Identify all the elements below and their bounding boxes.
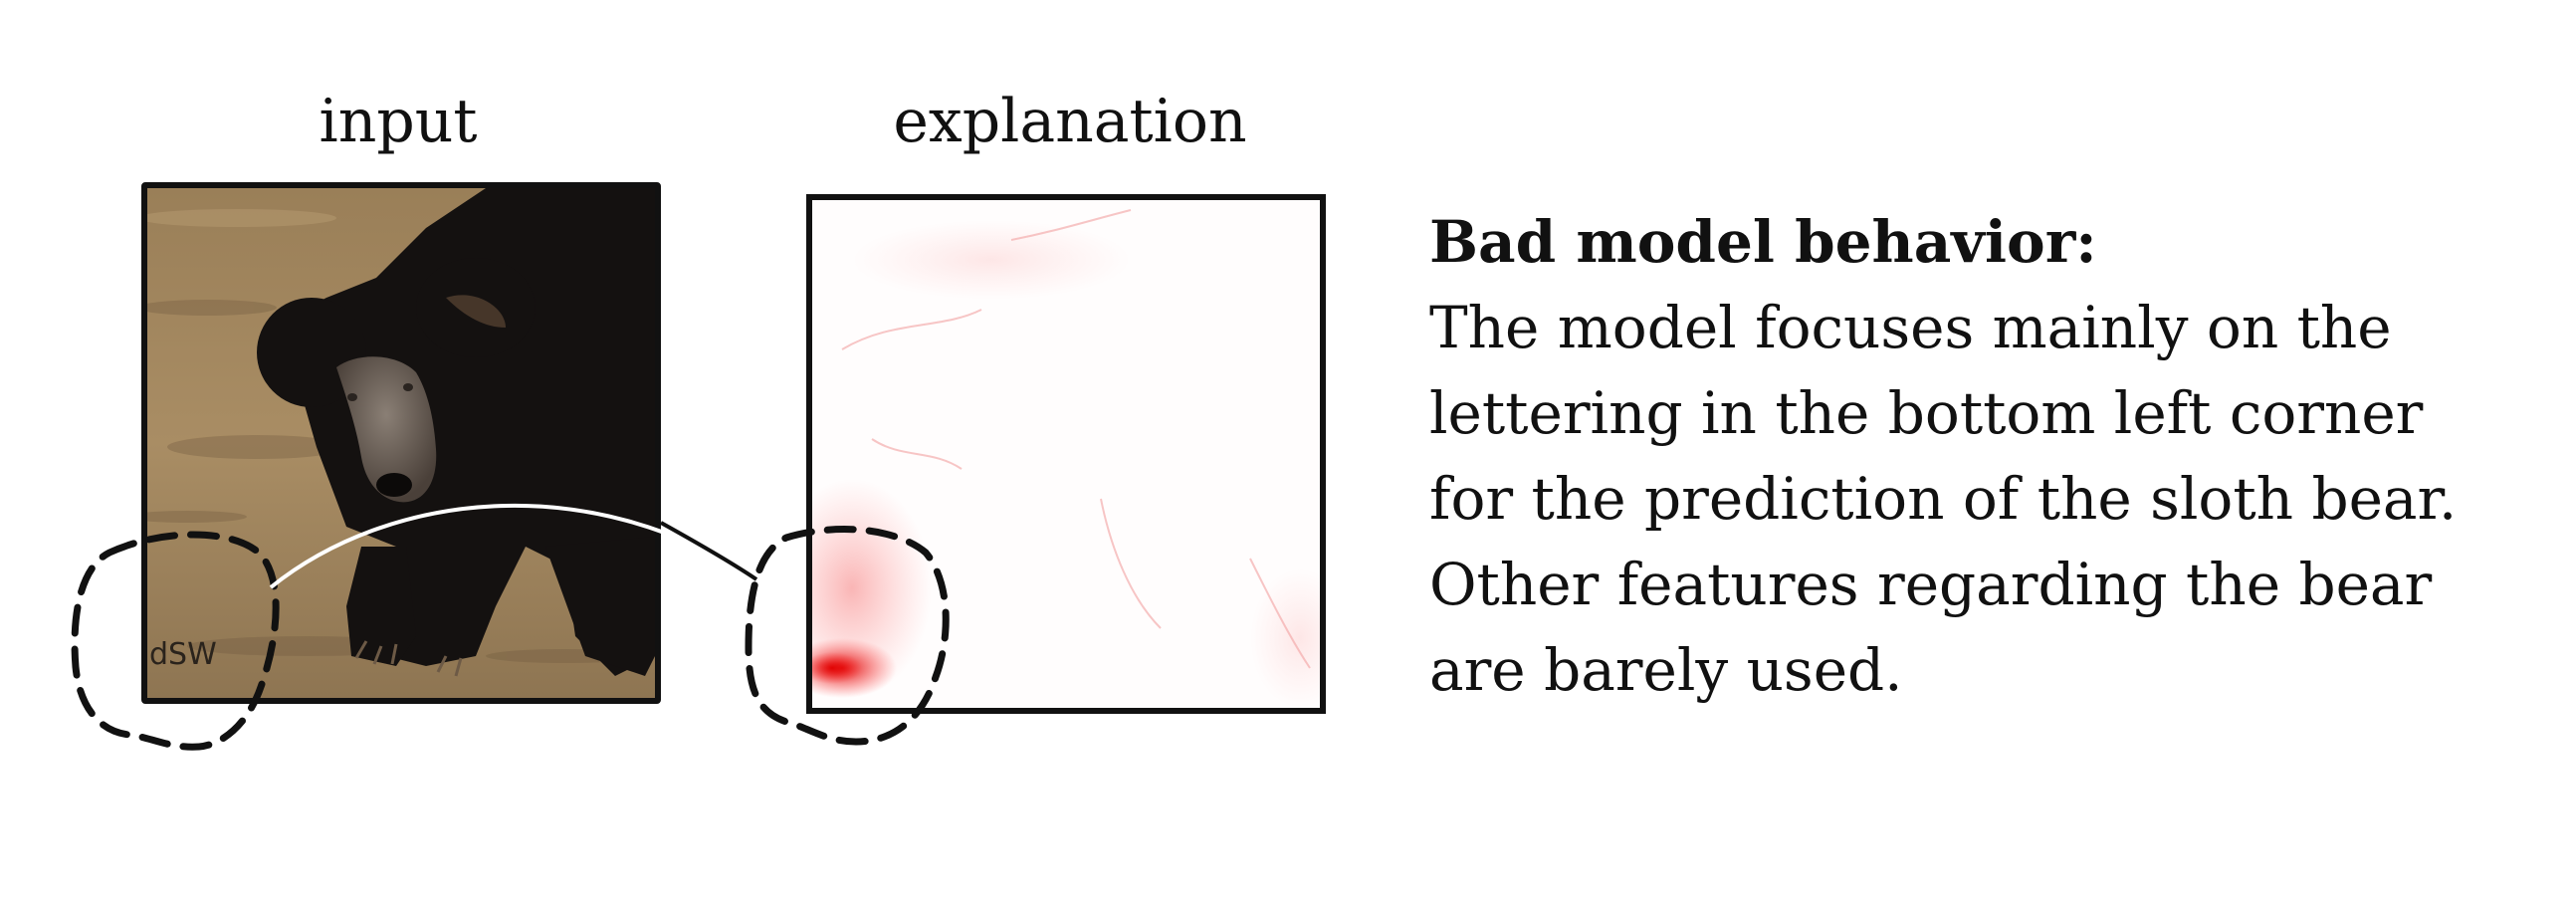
explanation-heatmap — [806, 194, 1326, 714]
description-line: The model focuses mainly on the — [1429, 294, 2392, 361]
bear-muzzle — [336, 356, 437, 503]
bear-nose — [376, 473, 412, 497]
description-line: Other features regarding the bear — [1429, 551, 2433, 618]
attribution-map — [812, 200, 1320, 708]
attribution-faint-top — [852, 220, 1131, 300]
description-heading: Bad model behavior: — [1429, 208, 2097, 276]
input-title: input — [319, 87, 478, 156]
attribution-faint-right — [1250, 568, 1320, 708]
input-image: dSW — [141, 182, 661, 704]
attribution-traces — [841, 209, 1311, 669]
watermark-lettering: dSW — [149, 637, 217, 672]
sloth-bear-photo: dSW — [147, 188, 655, 698]
bear-eye-left — [347, 393, 357, 401]
bear-claws — [354, 640, 463, 677]
description-line: are barely used. — [1429, 636, 1903, 704]
explanation-title: explanation — [893, 87, 1247, 156]
description-line: lettering in the bottom left corner — [1429, 379, 2424, 447]
description: Bad model behavior: The model focuses ma… — [1429, 199, 2554, 713]
bear-eye-right — [403, 383, 413, 391]
connector-curve-dark — [660, 521, 758, 581]
bear-ear — [446, 295, 506, 328]
description-line: for the prediction of the sloth bear. — [1429, 465, 2458, 533]
